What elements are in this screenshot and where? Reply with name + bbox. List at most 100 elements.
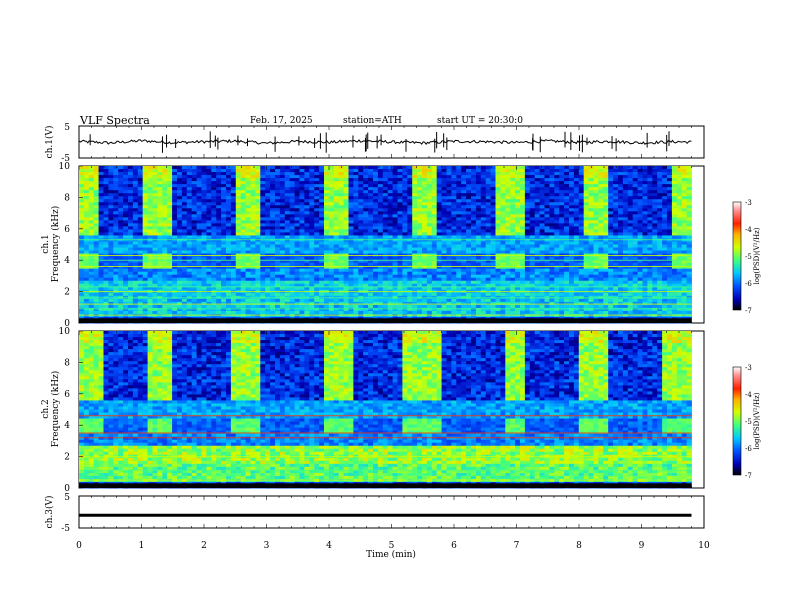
spectrogram-cell: [118, 175, 124, 179]
spectrogram-cell: [353, 247, 359, 251]
spectrogram-cell: [495, 169, 501, 173]
spectrogram-cell: [363, 250, 369, 254]
spectrogram-cell: [152, 169, 158, 173]
spectrogram-cell: [417, 202, 423, 206]
spectrogram-cell: [113, 274, 119, 279]
spectrogram-cell: [226, 241, 232, 245]
spectrogram-cell: [510, 247, 516, 251]
spectrogram-cell: [201, 199, 207, 203]
spectrogram-cell: [324, 220, 330, 224]
spectrogram-cell: [456, 217, 462, 221]
spectrogram-cell: [373, 280, 379, 285]
spectrogram-cell: [98, 208, 104, 212]
spectrogram-cell: [279, 190, 286, 194]
spectrogram-cell: [250, 298, 256, 303]
spectrogram-cell: [402, 175, 408, 179]
spectrogram-cell: [226, 313, 232, 318]
spectrogram-cell: [510, 178, 516, 182]
spectrogram-cell: [177, 187, 183, 191]
spectrogram-cell: [338, 265, 344, 270]
spectrogram-cell: [314, 175, 320, 179]
spectrogram-cell: [529, 190, 536, 194]
spectrogram-cell: [98, 220, 104, 224]
spectrogram-cell: [201, 241, 207, 245]
spectrogram-cell: [260, 181, 266, 185]
ch1-spectrogram-image: [79, 166, 692, 324]
spectrogram-cell: [230, 196, 237, 200]
spectrogram-cell: [128, 244, 134, 248]
spectrogram-cell: [505, 226, 511, 230]
spectrogram-cell: [338, 292, 344, 297]
spectrogram-cell: [348, 172, 354, 176]
spectrogram-cell: [520, 190, 526, 194]
spectrogram-cell: [495, 256, 501, 260]
spectrogram-cell: [279, 220, 286, 224]
spectrogram-cell: [500, 205, 506, 209]
spectrogram-cell: [402, 250, 408, 254]
spectrogram-cell: [309, 307, 315, 312]
spectrogram-cell: [377, 199, 384, 203]
spectrogram-cell: [113, 247, 119, 251]
spectrogram-cell: [142, 274, 148, 279]
spectrogram-cell: [240, 313, 246, 318]
spectrogram-cell: [505, 235, 511, 239]
spectrogram-cell: [235, 277, 242, 282]
spectrogram-cell: [333, 214, 340, 218]
spectrogram-cell: [191, 277, 197, 282]
spectrogram-cell: [387, 283, 393, 288]
spectrogram-cell: [515, 202, 521, 206]
spectrogram-cell: [132, 241, 139, 245]
spectrogram-cell: [216, 217, 222, 221]
spectrogram-cell: [324, 226, 330, 230]
spectrogram-cell: [299, 268, 305, 273]
spectrogram-cell: [495, 262, 501, 267]
spectrogram-cell: [279, 187, 286, 191]
spectrogram-cell: [461, 178, 467, 182]
spectrogram-cell: [216, 223, 222, 227]
spectrogram-cell: [397, 283, 403, 288]
spectrogram-cell: [93, 226, 99, 230]
spectrogram-cell: [456, 247, 462, 251]
spectrogram-cell: [324, 292, 330, 297]
spectrogram-cell: [132, 313, 139, 318]
spectrogram-cell: [79, 196, 85, 200]
spectrogram-cell: [216, 301, 222, 306]
spectrogram-cell: [471, 181, 477, 185]
spectrogram-cell: [319, 235, 325, 239]
spectrogram-cell: [436, 307, 442, 312]
spectrogram-cell: [466, 217, 472, 221]
spectrogram-cell: [137, 256, 144, 260]
spectrogram-cell: [235, 175, 242, 179]
spectrogram-cell: [392, 247, 398, 251]
spectrogram-cell: [132, 190, 139, 194]
spectrogram-cell: [471, 205, 477, 209]
spectrogram-cell: [113, 193, 119, 197]
spectrogram-cell: [265, 220, 271, 224]
spectrogram-cell: [294, 202, 300, 206]
spectrogram-cell: [93, 307, 99, 312]
spectrogram-cell: [162, 292, 168, 297]
spectrogram-cell: [255, 310, 261, 315]
spectrogram-cell: [275, 280, 281, 285]
spectrogram-cell: [172, 229, 178, 233]
spectrogram-cell: [206, 232, 212, 236]
spectrogram-cell: [245, 286, 251, 291]
spectrogram-cell: [397, 292, 403, 297]
spectrogram-cell: [397, 241, 403, 245]
spectrogram-cell: [167, 223, 173, 227]
spectrogram-cell: [255, 169, 261, 173]
spectrogram-cell: [397, 220, 403, 224]
spectrogram-cell: [402, 223, 408, 227]
spectrogram-cell: [167, 208, 173, 212]
spectrogram-cell: [363, 310, 369, 315]
spectrogram-cell: [358, 259, 364, 264]
spectrogram-cell: [245, 277, 251, 282]
spectrogram-cell: [382, 307, 389, 312]
spectrogram-cell: [284, 184, 291, 188]
spectrogram-cell: [515, 298, 521, 303]
spectrogram-cell: [510, 166, 516, 170]
spectrogram-cell: [128, 175, 134, 179]
spectrogram-cell: [524, 310, 531, 315]
spectrogram-cell: [123, 301, 129, 306]
spectrogram-cell: [103, 202, 109, 206]
